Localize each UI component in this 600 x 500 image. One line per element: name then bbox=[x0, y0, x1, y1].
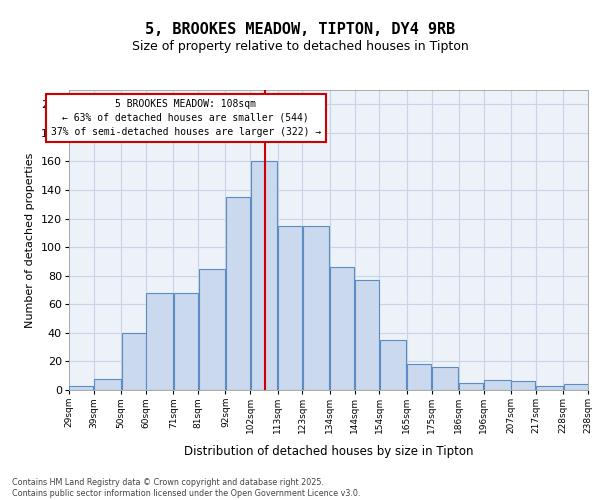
Bar bbox=[330, 267, 354, 390]
Bar bbox=[146, 293, 173, 390]
Bar bbox=[536, 386, 563, 390]
Bar bbox=[380, 340, 406, 390]
Text: Distribution of detached houses by size in Tipton: Distribution of detached houses by size … bbox=[184, 444, 473, 458]
Bar bbox=[459, 383, 484, 390]
Text: Contains HM Land Registry data © Crown copyright and database right 2025.
Contai: Contains HM Land Registry data © Crown c… bbox=[12, 478, 361, 498]
Bar bbox=[563, 384, 587, 390]
Bar bbox=[199, 268, 225, 390]
Bar bbox=[407, 364, 431, 390]
Bar bbox=[511, 382, 535, 390]
Text: 5 BROOKES MEADOW: 108sqm
← 63% of detached houses are smaller (544)
37% of semi-: 5 BROOKES MEADOW: 108sqm ← 63% of detach… bbox=[50, 99, 321, 137]
Bar bbox=[226, 197, 250, 390]
Y-axis label: Number of detached properties: Number of detached properties bbox=[25, 152, 35, 328]
Text: 5, BROOKES MEADOW, TIPTON, DY4 9RB: 5, BROOKES MEADOW, TIPTON, DY4 9RB bbox=[145, 22, 455, 38]
Bar bbox=[432, 367, 458, 390]
Bar bbox=[251, 162, 277, 390]
Bar bbox=[94, 378, 121, 390]
Bar bbox=[484, 380, 511, 390]
Bar bbox=[122, 333, 146, 390]
Bar bbox=[173, 293, 198, 390]
Bar bbox=[278, 226, 302, 390]
Bar bbox=[355, 280, 379, 390]
Bar bbox=[70, 386, 94, 390]
Text: Size of property relative to detached houses in Tipton: Size of property relative to detached ho… bbox=[131, 40, 469, 53]
Bar bbox=[303, 226, 329, 390]
